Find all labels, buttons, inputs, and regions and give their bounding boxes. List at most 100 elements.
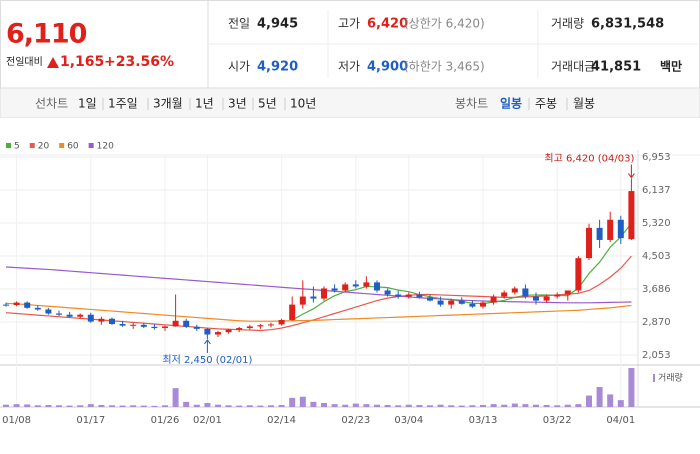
volume-bar xyxy=(607,394,614,407)
candle-body xyxy=(151,326,158,329)
volume-bar xyxy=(469,405,476,407)
candle-body xyxy=(480,302,486,307)
candle-body xyxy=(469,303,476,307)
tab[interactable]: 일봉 xyxy=(500,97,522,111)
candle-body xyxy=(575,258,582,291)
volume-bar xyxy=(162,405,168,407)
candle-body xyxy=(246,326,253,329)
x-tick-label: 04/01 xyxy=(606,415,635,426)
volume-bar xyxy=(448,405,455,407)
candle-body xyxy=(543,296,550,301)
volume-bar xyxy=(342,404,349,407)
candle-body xyxy=(204,328,211,335)
volume-bar xyxy=(289,397,296,407)
candle-body xyxy=(384,290,391,295)
volume-bar xyxy=(3,404,9,407)
candle-body xyxy=(183,320,190,327)
volume-bar xyxy=(416,405,423,407)
volume-bar xyxy=(405,404,412,407)
volume-bar xyxy=(586,395,592,407)
candle-body xyxy=(586,227,592,259)
tab[interactable]: 1주일 xyxy=(108,97,138,111)
candle-body xyxy=(596,227,603,240)
candle-body xyxy=(172,320,179,327)
candle-body xyxy=(342,284,349,291)
tab[interactable]: 월봉 xyxy=(573,97,595,111)
tab[interactable]: 3개월 xyxy=(153,97,183,111)
annotation: 최저 2,450 (02/01) xyxy=(162,354,252,366)
x-tick-label: 01/26 xyxy=(151,415,180,426)
candle-body xyxy=(34,307,41,310)
legend-swatch xyxy=(29,143,35,148)
candle-body xyxy=(3,304,9,306)
candle-body xyxy=(257,325,264,327)
candle-body xyxy=(448,300,455,305)
candle-body xyxy=(87,314,94,322)
y-tick-label: 2,053 xyxy=(642,350,671,361)
candle-body xyxy=(225,329,232,333)
candle-body xyxy=(628,191,635,240)
x-tick-label: 01/17 xyxy=(76,415,105,426)
legend-swatch xyxy=(59,143,65,148)
info-label: 시가 xyxy=(228,60,250,74)
volume-bar xyxy=(130,405,137,407)
candle-body xyxy=(310,296,317,299)
tab[interactable]: 1년 xyxy=(195,97,214,111)
info-value: 6,420 xyxy=(367,17,408,32)
legend-label: 20 xyxy=(38,142,50,152)
info-unit: 백만 xyxy=(660,59,682,74)
volume-bar xyxy=(596,387,603,407)
volume-bar xyxy=(98,405,105,407)
candle-body xyxy=(427,297,433,301)
x-tick-label: 03/22 xyxy=(543,415,572,426)
candle-body xyxy=(416,294,423,298)
tab[interactable]: 10년 xyxy=(290,97,316,111)
volume-bar xyxy=(458,405,465,407)
candle-body xyxy=(405,294,412,297)
volume-bar xyxy=(511,403,518,407)
info-label: 전일 xyxy=(228,17,250,31)
candle-body xyxy=(289,304,296,320)
y-tick-label: 5,320 xyxy=(642,218,671,229)
volume-bar xyxy=(109,405,115,407)
tab-group-label: 봉차트 xyxy=(455,97,488,111)
volume-bar xyxy=(384,405,391,407)
tab[interactable]: 주봉 xyxy=(535,97,557,111)
volume-bar xyxy=(564,404,571,407)
candle-body xyxy=(437,300,444,305)
volume-bar xyxy=(87,404,94,407)
info-note: (상한가 6,420) xyxy=(404,17,485,31)
volume-bar xyxy=(299,396,306,407)
candle-body xyxy=(24,302,31,308)
info-label: 저가 xyxy=(338,60,360,74)
candle-body xyxy=(490,296,497,303)
x-tick-label: 02/14 xyxy=(267,415,296,426)
candle-body xyxy=(395,294,402,297)
info-value: 4,945 xyxy=(257,17,298,32)
volume-bar xyxy=(66,405,73,407)
candle-body xyxy=(268,324,274,326)
candle-body xyxy=(278,319,285,325)
candle-body xyxy=(119,324,126,326)
volume-bar xyxy=(77,405,84,407)
tab[interactable]: 1일 xyxy=(78,97,97,111)
y-tick-label: 6,953 xyxy=(642,152,671,163)
candle-body xyxy=(501,292,508,297)
candle-body xyxy=(66,314,73,317)
tab[interactable]: 5년 xyxy=(258,97,277,111)
volume-bar xyxy=(268,405,274,407)
volume-bar xyxy=(225,405,232,407)
x-tick-label: 02/01 xyxy=(193,415,222,426)
tab[interactable]: 3년 xyxy=(228,97,247,111)
info-value: 4,900 xyxy=(367,60,408,75)
candle-body xyxy=(533,296,539,301)
candle-body xyxy=(458,300,465,304)
candle-body xyxy=(109,318,115,325)
volume-bar xyxy=(501,404,508,407)
candle-body xyxy=(215,332,221,335)
y-tick-label: 2,870 xyxy=(642,317,671,328)
volume-bar xyxy=(490,404,497,407)
volume-bar xyxy=(278,405,285,407)
volume-bar xyxy=(45,405,52,407)
